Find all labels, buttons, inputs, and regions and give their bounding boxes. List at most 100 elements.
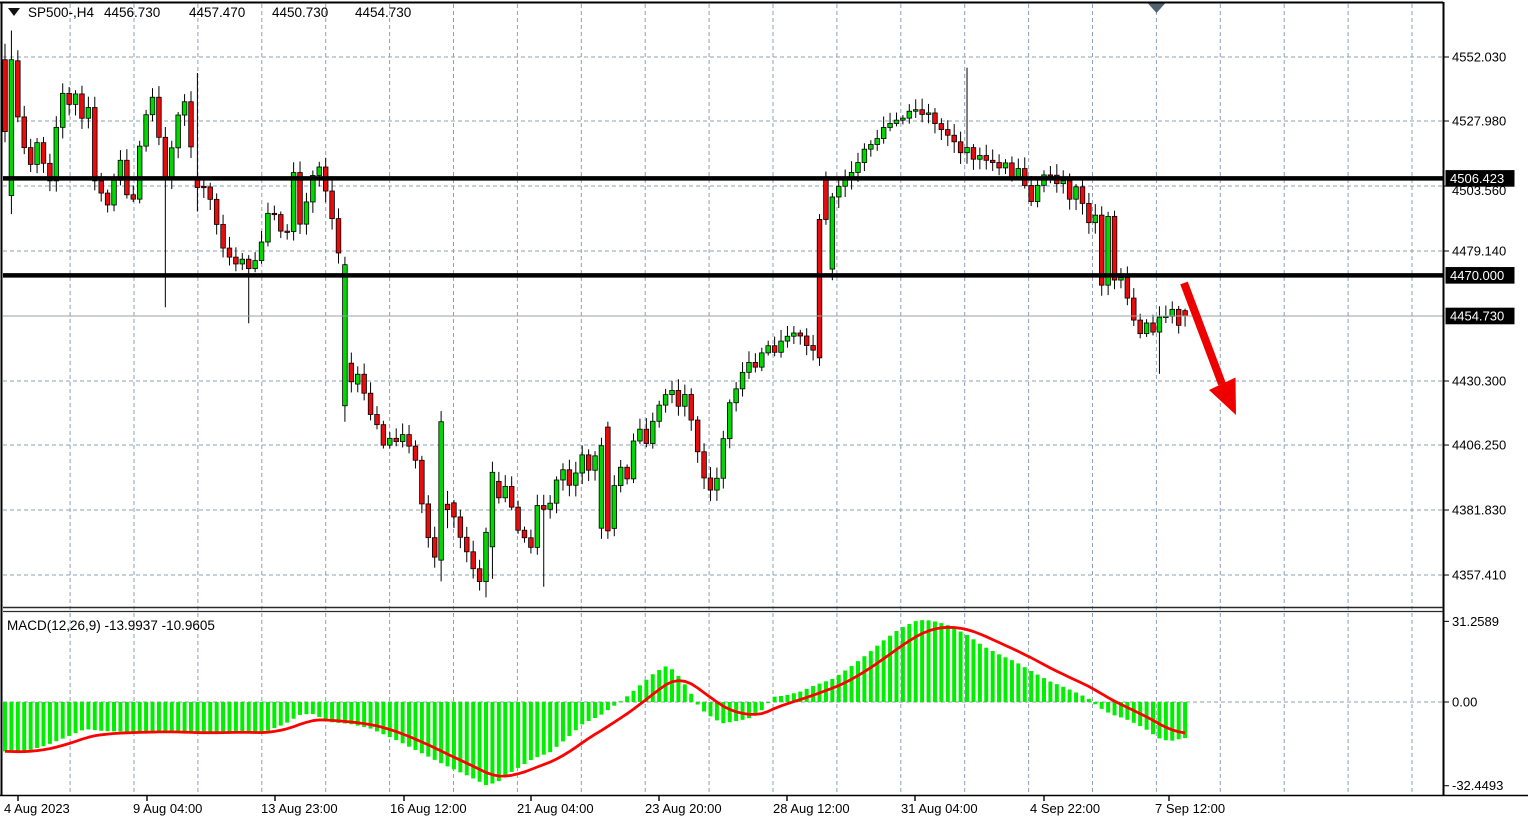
candle-body xyxy=(1143,322,1150,335)
candle-body xyxy=(746,362,752,373)
macd-histogram-bar xyxy=(644,679,649,702)
macd-histogram-bar xyxy=(560,702,565,742)
macd-histogram-bar xyxy=(349,702,354,725)
macd-histogram-bar xyxy=(618,701,623,703)
macd-histogram-bar xyxy=(60,702,65,739)
macd-histogram-bar xyxy=(977,643,982,702)
candle-body xyxy=(278,214,284,232)
candle-body xyxy=(592,455,598,471)
candle-body xyxy=(188,101,194,148)
macd-histogram-bar xyxy=(509,702,514,772)
candle-body xyxy=(60,92,66,128)
macd-indicator-pane[interactable] xyxy=(3,620,1188,786)
candle-body xyxy=(15,60,21,118)
candle-body xyxy=(130,194,136,200)
macd-histogram-bar xyxy=(458,702,463,773)
macd-histogram-bar xyxy=(1170,702,1175,741)
down-arrow-annotation[interactable] xyxy=(1180,281,1236,415)
candle-body xyxy=(1182,310,1188,317)
candle-body xyxy=(1028,185,1034,202)
macd-histogram-bar xyxy=(913,621,918,702)
candle-body xyxy=(739,371,746,390)
price-tag-box xyxy=(1445,170,1515,187)
candle-body xyxy=(836,185,842,198)
macd-histogram-bar xyxy=(503,702,508,777)
macd-histogram-bar xyxy=(291,702,296,719)
macd-histogram-bar xyxy=(689,693,694,702)
macd-histogram-bar xyxy=(535,702,540,758)
candle-body xyxy=(868,144,874,150)
candle-body xyxy=(1150,322,1156,333)
candle-body xyxy=(913,109,919,112)
macd-histogram-bar xyxy=(304,702,309,715)
candle-body xyxy=(40,142,47,164)
macd-histogram-bar xyxy=(214,702,219,733)
candle-body xyxy=(887,123,893,128)
candle-body xyxy=(688,394,694,421)
candle-body xyxy=(637,428,643,442)
candle-body xyxy=(2,59,8,133)
macd-histogram-bar xyxy=(490,702,495,784)
macd-histogram-bar xyxy=(105,702,110,732)
open-value: 4456.730 xyxy=(104,5,160,20)
candle-body xyxy=(515,506,521,531)
candle-body xyxy=(239,258,245,265)
macd-histogram-bar xyxy=(407,702,412,747)
candle-body xyxy=(861,148,868,163)
main-chart-pane[interactable] xyxy=(2,30,1443,598)
macd-histogram-bar xyxy=(35,702,40,748)
candle-body xyxy=(585,454,592,471)
candle-body xyxy=(650,420,656,444)
candle-body xyxy=(643,428,650,444)
candle-body xyxy=(399,434,406,442)
candle-body xyxy=(1073,186,1079,200)
candle-body xyxy=(829,196,836,270)
macd-histogram-bar xyxy=(451,702,456,770)
macd-histogram-bar xyxy=(362,702,367,728)
macd-histogram-bar xyxy=(702,702,707,712)
macd-histogram-bar xyxy=(336,702,341,723)
macd-histogram-bar xyxy=(753,702,758,715)
macd-histogram-bar xyxy=(1118,702,1123,718)
candle-body xyxy=(720,438,727,479)
macd-histogram-bar xyxy=(657,670,662,702)
macd-histogram-bar xyxy=(599,702,604,715)
macd-histogram-bar xyxy=(759,702,764,711)
macd-histogram-bar xyxy=(201,702,206,734)
macd-histogram-bar xyxy=(195,702,200,734)
candle-body xyxy=(977,155,983,160)
candle-body xyxy=(880,127,887,139)
macd-histogram-bar xyxy=(894,631,899,702)
macd-histogram-bar xyxy=(265,702,270,731)
macd-histogram-bar xyxy=(567,702,572,737)
time-axis-label: 7 Sep 12:00 xyxy=(1155,801,1225,816)
candle-body xyxy=(374,414,380,426)
macd-histogram-bar xyxy=(259,702,264,733)
symbol-dropdown-triangle-icon[interactable] xyxy=(8,8,20,16)
candle-body xyxy=(1009,162,1015,178)
candle-body xyxy=(733,388,739,404)
macd-histogram-bar xyxy=(419,702,424,754)
price-tag-label: 4506.423 xyxy=(1450,171,1504,186)
price-axis[interactable]: 4552.030 4527.980 4503.560 4479.140 4430.300… xyxy=(1443,50,1515,794)
macd-axis-label: 0.00 xyxy=(1452,695,1477,710)
macd-histogram-bar xyxy=(253,702,258,733)
high-value: 4457.470 xyxy=(189,5,245,20)
macd-histogram-bar xyxy=(1151,702,1156,735)
time-axis-label: 9 Aug 04:00 xyxy=(133,801,202,816)
candle-body xyxy=(425,503,431,539)
candle-body xyxy=(900,117,906,121)
candle-body xyxy=(92,107,98,182)
macd-histogram-bar xyxy=(971,639,976,702)
macd-histogram-bar xyxy=(932,621,937,702)
macd-histogram-bar xyxy=(47,702,52,744)
candle-body xyxy=(502,485,508,499)
time-axis[interactable]: 4 Aug 2023 9 Aug 04:00 13 Aug 23:00 16 Aug … xyxy=(4,796,1225,816)
chart-shift-marker-icon[interactable] xyxy=(1148,3,1165,14)
macd-histogram-bar xyxy=(1183,702,1188,739)
macd-histogram-bar xyxy=(124,702,129,732)
macd-histogram-bar xyxy=(92,702,97,731)
macd-histogram-bar xyxy=(1022,667,1027,702)
